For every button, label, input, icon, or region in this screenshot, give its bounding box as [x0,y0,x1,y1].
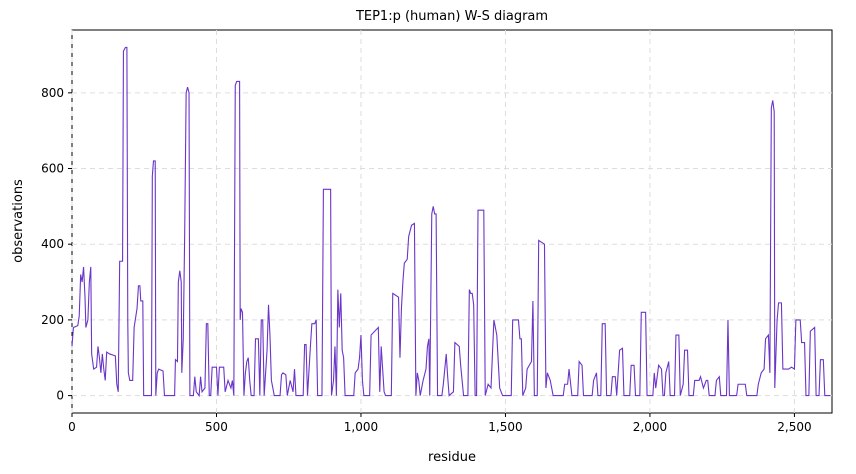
y-tick-label: 0 [56,389,64,403]
x-tick-label: 1,500 [488,420,522,434]
x-tick-label: 0 [68,420,76,434]
y-tick-label: 800 [41,86,64,100]
data-line [71,46,831,398]
x-tick-label: 500 [205,420,228,434]
x-tick-label: 2,500 [777,420,811,434]
x-tick-label: 1,000 [344,420,378,434]
plot-frame [71,29,833,414]
x-tick-label: 2,000 [633,420,667,434]
chart-title: TEP1:p (human) W-S diagram [355,9,548,24]
y-axis-label: observations [11,179,26,263]
y-tick-label: 200 [41,313,64,327]
y-tick-label: 600 [41,162,64,176]
y-tick-label: 400 [41,237,64,251]
x-axis-label: residue [428,450,476,465]
